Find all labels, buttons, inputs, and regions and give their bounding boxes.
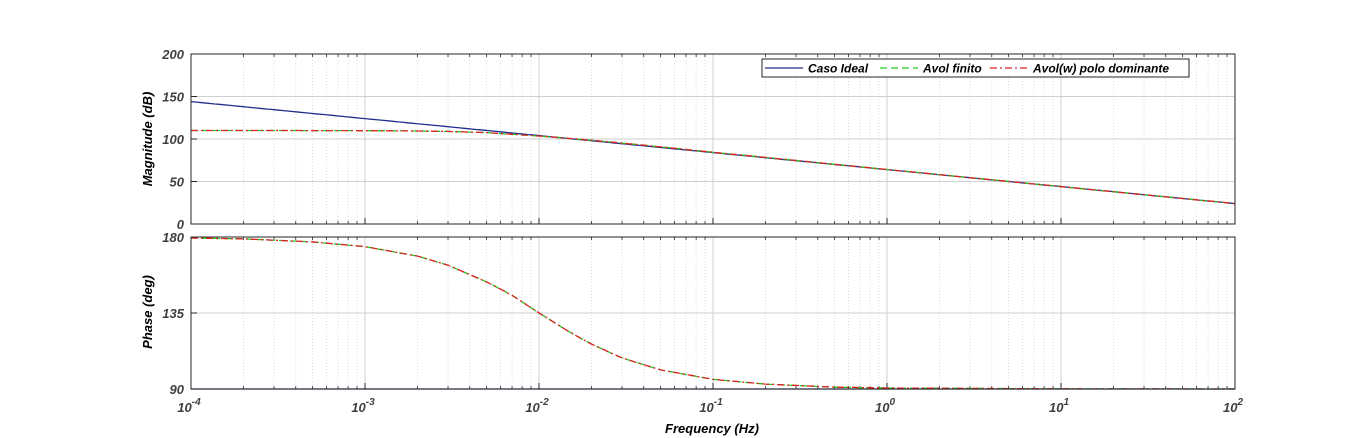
magnitude-ylabel: Magnitude (dB)	[140, 92, 155, 187]
x-tick-label: 101	[1049, 397, 1069, 415]
x-tick-label: 10-1	[699, 397, 723, 415]
legend-box	[761, 58, 1190, 78]
phase-ylabel: Phase (deg)	[140, 275, 155, 349]
phase-panel: 90 135 180	[162, 230, 1236, 397]
legend-entry-label: Avol finito	[922, 62, 982, 76]
x-tick-label: 100	[875, 397, 895, 415]
ph-y-tick-label: 90	[170, 382, 185, 397]
ph-y-tick-label: 135	[162, 306, 184, 321]
mag-y-tick-label: 0	[177, 217, 185, 232]
x-tick-label: 102	[1223, 397, 1243, 415]
mag-axes-frame	[190, 53, 1236, 225]
frequency-xlabel: Frequency (Hz)	[665, 421, 759, 436]
legend-entry-label: Caso Ideal	[808, 62, 869, 76]
ph-axes-frame	[190, 236, 1236, 390]
x-tick-label: 10-2	[525, 397, 549, 415]
magnitude-panel: 0 50 100 150 200	[161, 47, 1236, 232]
ph-y-tick-label: 180	[162, 230, 184, 245]
legend: Caso Ideal Avol finito Avol(w) polo domina…	[761, 58, 1190, 78]
x-tick-label: 10-4	[177, 397, 201, 415]
mag-y-tick-label: 50	[170, 175, 185, 190]
mag-y-tick-label: 100	[162, 132, 184, 147]
ph-series-avol-w-polo-dominante	[190, 237, 1235, 390]
legend-entry-label: Avol(w) polo dominante	[1032, 62, 1169, 76]
mag-series-avol-w-polo-dominante	[191, 129, 1236, 205]
mag-y-tick-label: 150	[162, 90, 184, 105]
x-tick-label: 10-3	[351, 397, 375, 415]
mag-y-tick-label: 200	[161, 47, 184, 62]
x-tick-labels: 10-4 10-3 10-2 10-1 100 101 102	[177, 397, 1243, 415]
